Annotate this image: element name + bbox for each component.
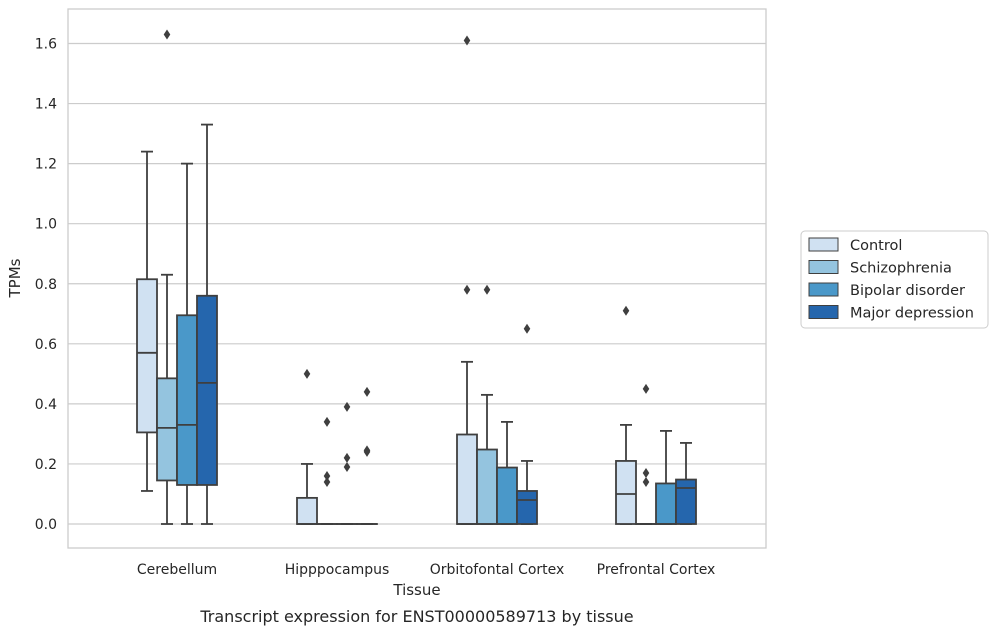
outlier-point: [524, 324, 531, 334]
legend-swatch: [809, 283, 838, 296]
y-axis-title: TPMs: [6, 258, 24, 298]
box: [157, 378, 177, 480]
legend-swatch: [809, 306, 838, 319]
box: [297, 498, 317, 524]
y-tick-label: 0.6: [35, 337, 57, 353]
box: [477, 450, 497, 524]
box-group: [297, 369, 317, 524]
x-axis-title: Tissue: [392, 581, 440, 599]
box: [457, 435, 477, 524]
outlier-point: [364, 445, 371, 455]
box: [676, 480, 696, 524]
outlier-point: [623, 306, 630, 316]
outlier-point: [643, 477, 650, 487]
box: [497, 468, 517, 524]
outlier-point: [364, 387, 371, 397]
y-tick-label: 0.0: [35, 517, 57, 533]
y-tick-label: 1.6: [35, 37, 57, 53]
box-group: [317, 417, 337, 524]
box-group: [197, 125, 217, 524]
box: [197, 296, 217, 485]
x-tick-labels: Cerebellum Hipppocampus Orbitofontal Corte…: [137, 562, 715, 578]
box-group: [177, 164, 197, 524]
x-tick-label: Prefrontal Cortex: [597, 562, 716, 578]
legend-label: Major depression: [850, 306, 974, 322]
y-tick-label: 1.0: [35, 217, 57, 233]
x-tick-label: Cerebellum: [137, 562, 217, 578]
box-group: [517, 324, 537, 524]
legend-label: Schizophrenia: [850, 261, 952, 277]
box-group: [457, 35, 477, 524]
box: [656, 483, 676, 524]
legend-swatch: [809, 238, 838, 251]
box-group: [676, 443, 696, 524]
legend: Control Schizophrenia Bipolar disorder Majo…: [801, 231, 988, 328]
box: [177, 315, 197, 485]
legend-label: Bipolar disorder: [850, 283, 965, 299]
outlier-point: [464, 285, 471, 295]
outlier-point: [324, 417, 331, 427]
outlier-point: [643, 468, 650, 478]
box-group: [636, 384, 656, 524]
outlier-point: [643, 384, 650, 394]
box-group: [656, 431, 676, 524]
box-group: [337, 402, 357, 524]
box-group: [497, 422, 517, 524]
box: [517, 491, 537, 524]
box-group: [137, 152, 157, 491]
y-tick-label: 0.8: [35, 277, 57, 293]
x-tick-label: Orbitofontal Cortex: [430, 562, 565, 578]
box-group: [357, 387, 377, 524]
y-tick-label: 1.4: [35, 97, 57, 113]
chart-caption: Transcript expression for ENST0000058971…: [199, 607, 633, 626]
outlier-point: [344, 453, 351, 463]
box: [137, 279, 157, 432]
y-tick-label: 0.4: [35, 397, 57, 413]
box-group: [616, 306, 636, 524]
y-tick-label: 0.2: [35, 457, 57, 473]
box: [616, 461, 636, 524]
outlier-point: [304, 369, 311, 379]
outlier-point: [164, 29, 171, 39]
x-tick-label: Hipppocampus: [285, 562, 390, 578]
y-tick-labels: 0.0 0.2 0.4 0.6 0.8 1.0 1.2 1.4 1.6: [35, 37, 57, 534]
outlier-point: [484, 285, 491, 295]
legend-swatch: [809, 261, 838, 274]
y-tick-label: 1.2: [35, 157, 57, 173]
outlier-point: [324, 471, 331, 481]
legend-label: Control: [850, 238, 902, 254]
